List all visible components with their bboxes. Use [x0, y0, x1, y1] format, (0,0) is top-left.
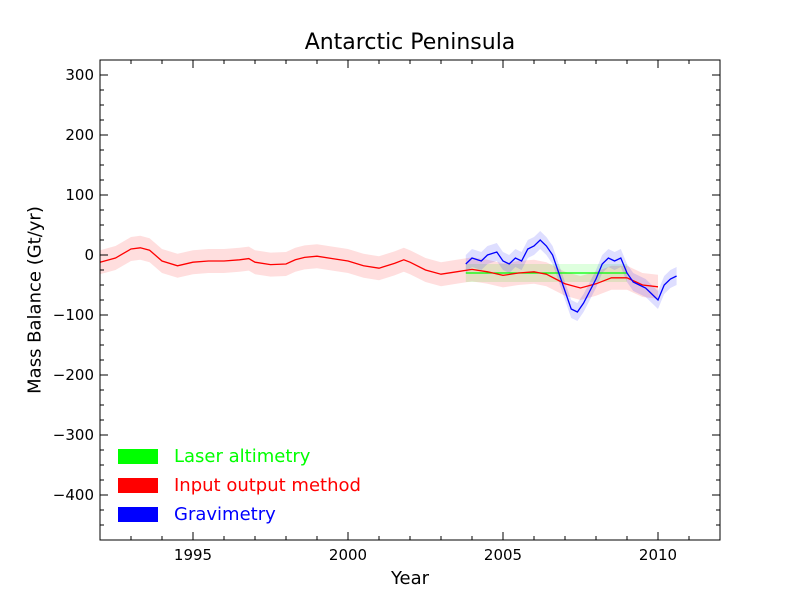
legend-swatch-input-output-method [118, 478, 158, 493]
y-tick-label: 200 [65, 126, 94, 144]
line-gravimetry [465, 239, 677, 313]
y-tick-label: 0 [84, 246, 94, 264]
x-tick-label: 2010 [639, 546, 677, 564]
legend-item-laser-altimetry: Laser altimetry [118, 442, 361, 471]
chart-title: Antarctic Peninsula [304, 30, 516, 55]
x-tick-label: 2000 [329, 546, 367, 564]
x-tick-label: 1995 [174, 546, 212, 564]
y-tick-label: 300 [65, 66, 94, 84]
axis-ticks [99, 59, 721, 541]
legend: Laser altimetry Input output method Grav… [118, 442, 361, 529]
legend-label-laser-altimetry: Laser altimetry [174, 446, 311, 467]
line-input-output-method [99, 247, 659, 289]
legend-swatch-gravimetry [118, 507, 158, 522]
x-axis-label: Year [390, 568, 430, 589]
y-tick-label: −100 [53, 306, 94, 324]
x-tick-label: 2005 [484, 546, 522, 564]
y-tick-label: −300 [53, 426, 94, 444]
legend-swatch-laser-altimetry [118, 449, 158, 464]
series-lines [99, 239, 677, 313]
y-tick-label: −400 [53, 486, 94, 504]
band-gravimetry [465, 231, 677, 321]
legend-item-input-output-method: Input output method [118, 471, 361, 500]
y-axis-label: Mass Balance (Gt/yr) [24, 206, 46, 394]
legend-label-gravimetry: Gravimetry [174, 504, 276, 525]
y-tick-label: −200 [53, 366, 94, 384]
uncertainty-bands [100, 231, 677, 321]
tick-labels: 1995 2000 2005 2010 300 200 100 0 −100 −200 −300 −4… [53, 66, 677, 564]
legend-label-input-output-method: Input output method [174, 475, 361, 496]
legend-item-gravimetry: Gravimetry [118, 500, 361, 529]
y-tick-label: 100 [65, 186, 94, 204]
